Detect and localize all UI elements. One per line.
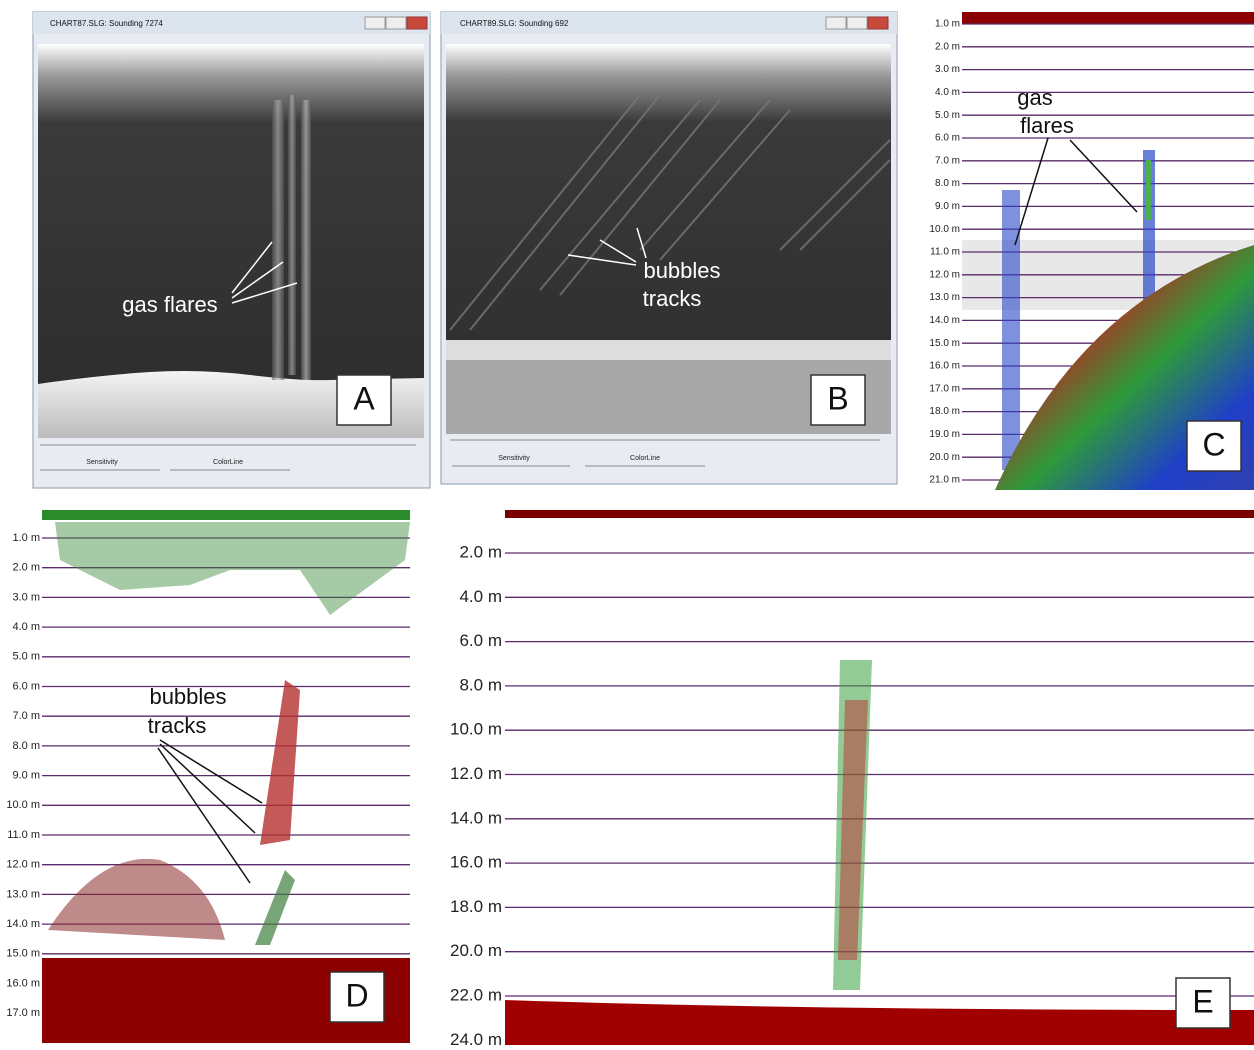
annotation: bubbles [643,258,720,283]
depth-label: 3.0 m [935,64,960,75]
panel-letter: A [353,380,375,416]
annotation: bubbles [149,684,226,709]
panel-letter: C [1202,426,1225,462]
window-title: CHART87.SLG: Sounding 7274 [50,19,163,28]
depth-label: 4.0 m [935,87,960,98]
depth-label: 21.0 m [929,475,960,486]
depth-label: 16.0 m [6,977,40,989]
depth-label: 17.0 m [6,1007,40,1019]
annotation: gas [1017,85,1052,110]
depth-label: 14.0 m [929,315,960,326]
depth-label: 16.0 m [450,853,502,872]
depth-label: 1.0 m [12,532,40,544]
depth-label: 2.0 m [935,41,960,52]
depth-label: 10.0 m [450,720,502,739]
panel-a: CHART87.SLG: Sounding 7274 gas flares A … [32,11,431,489]
maximize-button[interactable] [846,16,868,30]
depth-label: 22.0 m [450,985,502,1004]
depth-label: 20.0 m [450,941,502,960]
depth-label: 13.0 m [6,888,40,900]
panel-b: CHART89.SLG: Sounding 692 bubbles tracks… [440,11,898,485]
depth-label: 1.0 m [935,19,960,30]
depth-label: 4.0 m [459,587,502,606]
depth-label: 18.0 m [929,406,960,417]
depth-label: 15.0 m [929,338,960,349]
depth-label: 13.0 m [929,292,960,303]
depth-label: 12.0 m [450,764,502,783]
depth-label: 7.0 m [935,155,960,166]
panel-e: E 2.0 m 4.0 m 6.0 m 8.0 m 10.0 m 12.0 m 14.0 m… [450,508,1254,1049]
depth-label: 18.0 m [450,897,502,916]
depth-label: 10.0 m [929,224,960,235]
annotation: tracks [643,286,702,311]
panel-letter: E [1192,983,1213,1019]
minimize-button[interactable] [825,16,847,30]
depth-label: 16.0 m [929,361,960,372]
depth-label: 4.0 m [12,621,40,633]
depth-label: 11.0 m [7,829,40,841]
depth-label: 14.0 m [450,808,502,827]
window-title: CHART89.SLG: Sounding 692 [460,19,569,28]
depth-label: 6.0 m [459,631,502,650]
annotation: tracks [148,713,207,738]
control-label: Sensitivity [498,455,530,462]
depth-label: 7.0 m [12,710,40,722]
control-label: ColorLine [630,455,660,462]
depth-label: 2.0 m [459,542,502,561]
annotation: gas flares [122,292,217,317]
depth-label: 3.0 m [12,591,40,603]
close-button[interactable] [867,16,889,30]
depth-label: 12.0 m [929,269,960,280]
depth-label: 9.0 m [12,770,40,782]
depth-label: 15.0 m [6,948,40,960]
minimize-button[interactable] [364,16,386,30]
depth-label: 2.0 m [12,562,40,574]
panel-letter: B [827,380,848,416]
depth-label: 8.0 m [12,740,40,752]
panel-letter: D [345,977,368,1013]
depth-label: 17.0 m [929,383,960,394]
depth-label: 6.0 m [12,680,40,692]
depth-label: 12.0 m [6,859,40,871]
depth-label: 19.0 m [929,429,960,440]
depth-label: 20.0 m [929,452,960,463]
depth-label: 14.0 m [6,918,40,930]
close-button[interactable] [406,16,428,30]
control-label: Sensitivity [86,459,118,466]
control-label: ColorLine [213,459,243,466]
depth-label: 6.0 m [935,133,960,144]
depth-label: 11.0 m [930,247,960,258]
depth-label: 8.0 m [935,178,960,189]
depth-label: 5.0 m [935,110,960,121]
depth-label: 10.0 m [6,799,40,811]
maximize-button[interactable] [385,16,407,30]
annotation: flares [1020,113,1074,138]
depth-label: 9.0 m [935,201,960,212]
panel-d: bubbles tracks D 1.0 m 2.0 m 3.0 m 4.0 m 5.0… [6,508,410,1043]
panel-c: gas flares C 1.0 m 2.0 m 3.0 m 4.0 m 5.0 m 6.… [929,12,1254,490]
depth-label: 24.0 m [450,1030,502,1049]
depth-label: 8.0 m [459,675,502,694]
depth-label: 5.0 m [12,651,40,663]
